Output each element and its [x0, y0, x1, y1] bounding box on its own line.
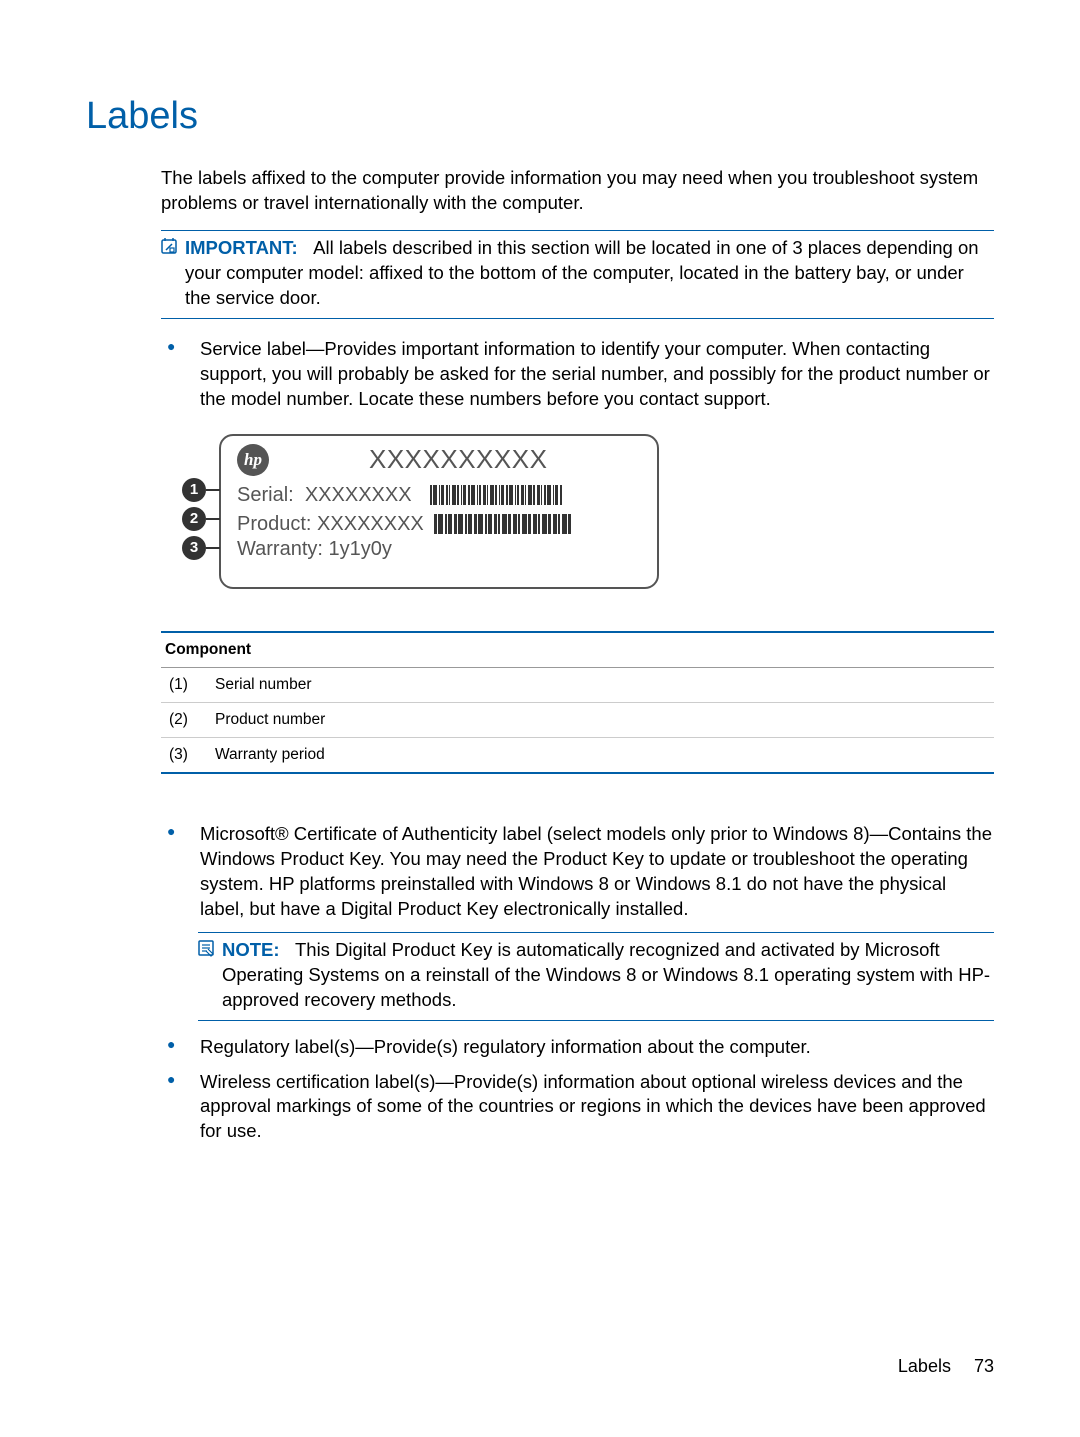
row-desc: Product number: [211, 702, 994, 737]
row-desc: Warranty period: [211, 737, 994, 773]
table-row: (2) Product number: [161, 702, 994, 737]
important-callout: IMPORTANT: All labels described in this …: [161, 230, 994, 319]
list-item: Microsoft® Certificate of Authenticity l…: [161, 822, 994, 922]
bullet-list-2: Microsoft® Certificate of Authenticity l…: [161, 822, 994, 922]
service-label-diagram: hp XXXXXXXXXX Serial: XXXXXXXX Product: …: [184, 434, 659, 589]
product-value: XXXXXXXX: [317, 513, 424, 535]
badge-1: 1: [182, 478, 206, 502]
row-desc: Serial number: [211, 667, 994, 702]
note-text: This Digital Product Key is automaticall…: [222, 939, 990, 1010]
note-label: NOTE:: [222, 939, 280, 960]
barcode-icon: [434, 514, 572, 534]
page-title: Labels: [86, 95, 994, 138]
list-item: Regulatory label(s)—Provide(s) regulator…: [161, 1035, 994, 1060]
page-footer: Labels 73: [898, 1356, 994, 1377]
warranty-value: 1y1y0y: [329, 538, 392, 560]
serial-label: Serial:: [237, 484, 294, 506]
intro-paragraph: The labels affixed to the computer provi…: [161, 166, 994, 216]
bullet-list-1: Service label—Provides important informa…: [161, 337, 994, 412]
important-text: All labels described in this section wil…: [185, 237, 979, 308]
badge-2: 2: [182, 507, 206, 531]
footer-section: Labels: [898, 1356, 951, 1376]
table-row: (1) Serial number: [161, 667, 994, 702]
row-num: (3): [161, 737, 211, 773]
bullet-list-3: Regulatory label(s)—Provide(s) regulator…: [161, 1035, 994, 1145]
important-icon: [159, 236, 179, 256]
model-placeholder: XXXXXXXXXX: [369, 444, 547, 475]
footer-page-number: 73: [974, 1356, 994, 1376]
note-icon: [196, 938, 216, 958]
warranty-label: Warranty:: [237, 538, 323, 560]
list-item: Wireless certification label(s)—Provide(…: [161, 1070, 994, 1145]
row-num: (2): [161, 702, 211, 737]
component-table: Component (1) Serial number (2) Product …: [161, 631, 994, 774]
table-header: Component: [161, 632, 994, 668]
hp-logo-icon: hp: [237, 444, 269, 476]
badge-3: 3: [182, 536, 206, 560]
important-label: IMPORTANT:: [185, 237, 298, 258]
list-item: Service label—Provides important informa…: [161, 337, 994, 412]
table-row: (3) Warranty period: [161, 737, 994, 773]
row-num: (1): [161, 667, 211, 702]
product-label: Product:: [237, 513, 311, 535]
barcode-icon: [430, 485, 562, 505]
serial-value: XXXXXXXX: [305, 484, 412, 506]
note-callout: NOTE: This Digital Product Key is automa…: [198, 932, 994, 1021]
label-box: hp XXXXXXXXXX Serial: XXXXXXXX Product: …: [219, 434, 659, 589]
